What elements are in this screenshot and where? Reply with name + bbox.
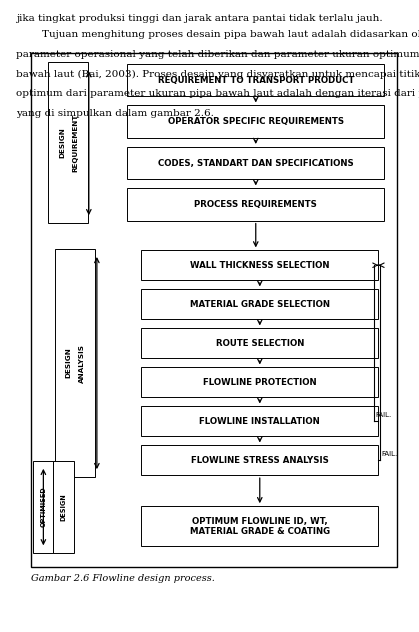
Bar <box>141 406 378 436</box>
Bar <box>31 53 396 567</box>
Text: FLOWLINE STRESS ANALYSIS: FLOWLINE STRESS ANALYSIS <box>191 456 329 465</box>
Bar <box>127 64 385 96</box>
Bar <box>127 106 385 138</box>
Text: CODES, STANDART DAN SPECIFICATIONS: CODES, STANDART DAN SPECIFICATIONS <box>158 159 354 167</box>
Text: ROUTE SELECTION: ROUTE SELECTION <box>216 339 304 348</box>
Text: MATERIAL GRADE SELECTION: MATERIAL GRADE SELECTION <box>190 300 330 309</box>
Text: PROCESS REQUIREMENTS: PROCESS REQUIREMENTS <box>194 200 317 209</box>
Bar <box>141 367 378 397</box>
Bar <box>54 249 95 477</box>
Bar <box>127 188 385 221</box>
Text: FAIL.: FAIL. <box>381 451 398 457</box>
Text: ANALYSIS: ANALYSIS <box>79 344 85 382</box>
Text: OPTIMISED: OPTIMISED <box>40 487 47 527</box>
Text: parameter operasional yang telah diberikan dan parameter ukuran optimum pipa: parameter operasional yang telah diberik… <box>16 50 419 59</box>
Bar <box>141 446 378 475</box>
Text: WALL THICKNESS SELECTION: WALL THICKNESS SELECTION <box>190 261 329 270</box>
Text: FAIL.: FAIL. <box>375 412 391 418</box>
Bar <box>141 506 378 547</box>
Text: Tujuan menghitung proses desain pipa bawah laut adalah didasarkan oleh: Tujuan menghitung proses desain pipa baw… <box>16 30 419 39</box>
Bar <box>141 250 378 280</box>
Text: jika tingkat produksi tinggi dan jarak antara pantai tidak terlalu jauh.: jika tingkat produksi tinggi dan jarak a… <box>16 14 383 23</box>
Text: yang di simpulkan dalam gambar 2.6.: yang di simpulkan dalam gambar 2.6. <box>16 109 214 118</box>
Text: FLOWLINE INSTALLATION: FLOWLINE INSTALLATION <box>199 416 320 426</box>
Text: OPERATOR SPECIFIC REQUIREMENTS: OPERATOR SPECIFIC REQUIREMENTS <box>168 117 344 126</box>
Text: optimum dari parameter ukuran pipa bawah laut adalah dengan iterasi dari proses: optimum dari parameter ukuran pipa bawah… <box>16 89 419 99</box>
Text: REQUIREMENT: REQUIREMENT <box>72 113 78 172</box>
Text: DESIGN: DESIGN <box>60 493 67 521</box>
Bar <box>48 62 88 223</box>
Bar <box>34 461 54 552</box>
Bar <box>141 329 378 358</box>
Bar <box>54 461 74 552</box>
Text: OPTIMUM FLOWLINE ID, WT,
MATERIAL GRADE & COATING: OPTIMUM FLOWLINE ID, WT, MATERIAL GRADE … <box>190 516 330 536</box>
Bar <box>127 147 385 179</box>
Text: FLOWLINE PROTECTION: FLOWLINE PROTECTION <box>203 378 317 387</box>
Text: bawah laut (Bai, 2003). Proses desain yang disyaratkan untuk mencapai titik: bawah laut (Bai, 2003). Proses desain ya… <box>16 70 419 78</box>
Text: Gambar 2.6 Flowline design process.: Gambar 2.6 Flowline design process. <box>31 574 215 583</box>
Bar <box>141 289 378 319</box>
Text: REQUIREMENT TO TRANSPORT PRODUCT: REQUIREMENT TO TRANSPORT PRODUCT <box>158 75 354 85</box>
Text: DESIGN: DESIGN <box>59 127 65 158</box>
Text: DESIGN: DESIGN <box>66 348 72 379</box>
